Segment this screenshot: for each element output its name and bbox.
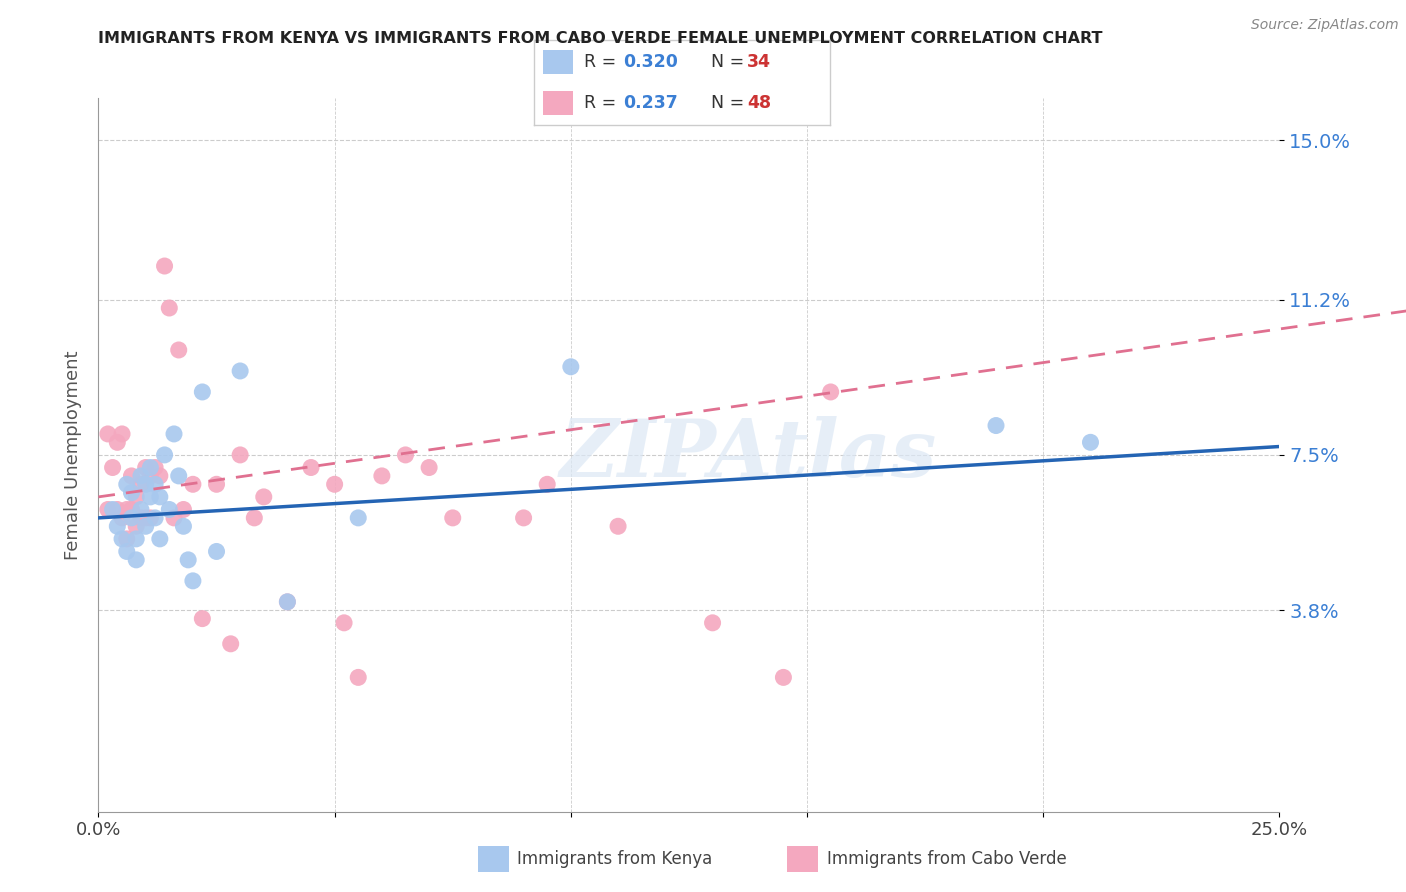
Point <box>105 435 128 450</box>
Point <box>121 469 143 483</box>
Point <box>347 511 370 525</box>
Point <box>299 460 322 475</box>
Bar <box>543 91 572 115</box>
Point <box>229 448 252 462</box>
Point <box>125 490 148 504</box>
Point <box>129 502 152 516</box>
Text: IMMIGRANTS FROM KENYA VS IMMIGRANTS FROM CABO VERDE FEMALE UNEMPLOYMENT CORRELAT: IMMIGRANTS FROM KENYA VS IMMIGRANTS FROM… <box>98 31 1102 46</box>
Point <box>157 301 180 315</box>
Point <box>139 511 162 525</box>
Point <box>172 502 194 516</box>
Point <box>191 612 214 626</box>
Point <box>157 502 180 516</box>
Text: ZIPAtlas: ZIPAtlas <box>560 417 936 493</box>
Point <box>125 532 148 546</box>
Point <box>121 511 143 525</box>
Text: 34: 34 <box>747 54 770 71</box>
Point <box>149 490 172 504</box>
Point <box>121 502 143 516</box>
Point <box>125 553 148 567</box>
Point <box>129 477 152 491</box>
Point <box>276 595 298 609</box>
Point <box>115 477 138 491</box>
Point <box>347 670 370 684</box>
Point <box>229 364 252 378</box>
Text: Immigrants from Kenya: Immigrants from Kenya <box>517 850 713 868</box>
Point <box>181 477 204 491</box>
Point <box>418 460 440 475</box>
Point <box>111 426 134 441</box>
Point <box>560 359 582 374</box>
Text: 0.320: 0.320 <box>623 54 678 71</box>
Point <box>607 519 630 533</box>
Point <box>115 502 138 516</box>
Text: 0.237: 0.237 <box>623 94 678 112</box>
Point <box>115 532 138 546</box>
Point <box>115 544 138 558</box>
Point <box>323 477 346 491</box>
Point <box>101 460 124 475</box>
Text: Source: ZipAtlas.com: Source: ZipAtlas.com <box>1251 18 1399 32</box>
Point <box>177 553 200 567</box>
Point <box>167 343 190 357</box>
Point <box>139 469 162 483</box>
Bar <box>543 50 572 74</box>
Point <box>139 490 162 504</box>
Point <box>135 477 157 491</box>
Point <box>153 448 176 462</box>
Point <box>135 460 157 475</box>
Point <box>191 384 214 399</box>
Point <box>105 519 128 533</box>
Point <box>111 511 134 525</box>
Point <box>105 502 128 516</box>
Point <box>172 519 194 533</box>
Point <box>333 615 356 630</box>
Point <box>135 519 157 533</box>
Point <box>143 477 166 491</box>
Point <box>97 426 120 441</box>
Point <box>371 469 394 483</box>
Text: R =: R = <box>585 54 623 71</box>
Point <box>143 460 166 475</box>
Point <box>276 595 298 609</box>
Point <box>121 485 143 500</box>
Point <box>820 384 842 399</box>
Point <box>101 502 124 516</box>
Point <box>441 511 464 525</box>
Text: R =: R = <box>585 94 623 112</box>
Point <box>772 670 794 684</box>
Text: 48: 48 <box>747 94 770 112</box>
Point <box>143 511 166 525</box>
Point <box>111 532 134 546</box>
Text: N =: N = <box>711 94 751 112</box>
Y-axis label: Female Unemployment: Female Unemployment <box>63 351 82 559</box>
Point <box>129 469 152 483</box>
Point <box>163 426 186 441</box>
Point <box>139 460 162 475</box>
Text: N =: N = <box>711 54 751 71</box>
Point <box>149 469 172 483</box>
Point <box>163 511 186 525</box>
Point <box>149 532 172 546</box>
Point <box>153 259 176 273</box>
Point <box>536 477 558 491</box>
Point <box>181 574 204 588</box>
Point <box>253 490 276 504</box>
Text: Immigrants from Cabo Verde: Immigrants from Cabo Verde <box>827 850 1067 868</box>
Point <box>97 502 120 516</box>
Point <box>129 511 152 525</box>
Point <box>1080 435 1102 450</box>
Point <box>135 511 157 525</box>
Point <box>243 511 266 525</box>
Point <box>125 519 148 533</box>
Point <box>394 448 416 462</box>
Point <box>219 637 242 651</box>
Point <box>167 469 190 483</box>
Point <box>984 418 1007 433</box>
Point <box>702 615 724 630</box>
Point <box>205 477 228 491</box>
Point <box>512 511 534 525</box>
Point <box>205 544 228 558</box>
